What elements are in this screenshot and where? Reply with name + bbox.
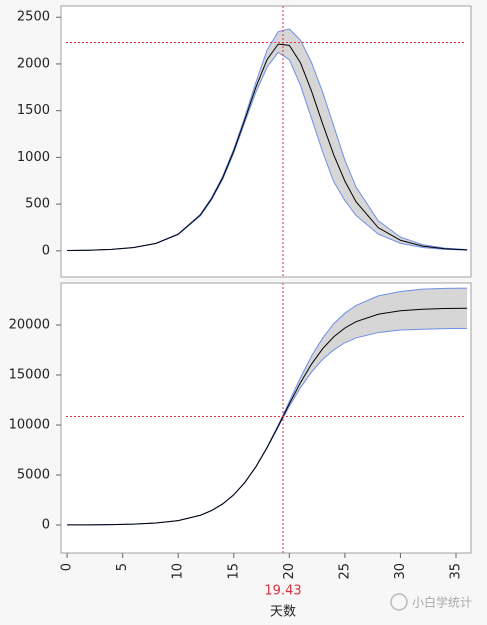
watermark: 小白学统计 bbox=[390, 593, 472, 611]
fit-line bbox=[67, 43, 468, 252]
x-tick-label: 5 bbox=[115, 563, 130, 571]
x-tick-label: 15 bbox=[226, 563, 241, 580]
x-tick-label: 25 bbox=[337, 563, 352, 580]
y-tick-label: 20000 bbox=[9, 318, 50, 333]
x-tick-label: 20 bbox=[282, 563, 297, 580]
y-tick-label: 2500 bbox=[17, 10, 50, 25]
x-tick-label: 35 bbox=[449, 563, 464, 580]
y-tick-label: 15000 bbox=[9, 368, 50, 383]
y-tick-label: 5000 bbox=[17, 468, 50, 483]
crosshair-label: 19.43 bbox=[264, 584, 301, 599]
y-tick-label: 0 bbox=[42, 243, 50, 258]
y-tick-label: 2000 bbox=[17, 56, 50, 71]
y-tick-label: 500 bbox=[25, 197, 50, 212]
x-axis-title: 天数 bbox=[270, 605, 296, 620]
y-tick-label: 1000 bbox=[17, 150, 50, 165]
plot-area bbox=[60, 5, 472, 278]
y-tick-label: 1500 bbox=[17, 103, 50, 118]
x-tick-label: 10 bbox=[171, 563, 186, 580]
x-tick-label: 30 bbox=[393, 563, 408, 580]
confidence-band bbox=[67, 288, 468, 525]
x-tick-label: 0 bbox=[60, 563, 75, 571]
watermark-text: 小白学统计 bbox=[412, 595, 472, 610]
y-tick-label: 10000 bbox=[9, 418, 50, 433]
fit-line bbox=[67, 307, 468, 526]
y-tick-label: 0 bbox=[42, 518, 50, 533]
